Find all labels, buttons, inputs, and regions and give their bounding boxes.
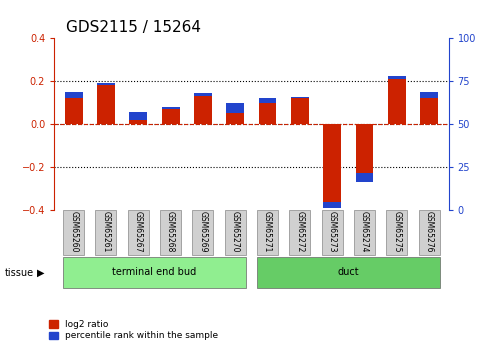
Text: GSM65260: GSM65260 xyxy=(69,211,78,253)
Text: ▶: ▶ xyxy=(37,268,44,277)
FancyBboxPatch shape xyxy=(192,210,213,255)
Text: GSM65276: GSM65276 xyxy=(425,211,434,253)
Text: GSM65268: GSM65268 xyxy=(166,211,175,253)
Text: GSM65273: GSM65273 xyxy=(328,211,337,253)
FancyBboxPatch shape xyxy=(63,210,84,255)
Bar xyxy=(355,124,374,183)
Text: GSM65269: GSM65269 xyxy=(199,211,208,253)
Bar xyxy=(388,76,406,79)
Bar xyxy=(259,98,277,103)
FancyBboxPatch shape xyxy=(387,210,407,255)
Text: tissue: tissue xyxy=(5,268,34,277)
FancyBboxPatch shape xyxy=(225,210,246,255)
FancyBboxPatch shape xyxy=(419,210,440,255)
Bar xyxy=(291,97,309,98)
Bar xyxy=(65,92,82,98)
Bar xyxy=(97,85,115,124)
FancyBboxPatch shape xyxy=(96,210,116,255)
Bar xyxy=(259,103,277,124)
Text: GSM65274: GSM65274 xyxy=(360,211,369,253)
Text: GSM65267: GSM65267 xyxy=(134,211,143,253)
Text: GSM65275: GSM65275 xyxy=(392,211,401,253)
Legend: log2 ratio, percentile rank within the sample: log2 ratio, percentile rank within the s… xyxy=(49,320,218,341)
Bar xyxy=(129,112,147,120)
FancyBboxPatch shape xyxy=(289,210,311,255)
FancyBboxPatch shape xyxy=(128,210,149,255)
FancyBboxPatch shape xyxy=(160,210,181,255)
Bar xyxy=(355,172,374,183)
FancyBboxPatch shape xyxy=(322,210,343,255)
Text: duct: duct xyxy=(338,267,359,277)
Bar xyxy=(162,107,179,109)
Bar xyxy=(129,120,147,124)
Bar xyxy=(421,92,438,124)
FancyBboxPatch shape xyxy=(354,210,375,255)
Bar xyxy=(162,109,179,124)
Bar xyxy=(194,96,212,124)
Bar xyxy=(65,92,82,124)
Bar xyxy=(194,93,212,96)
FancyBboxPatch shape xyxy=(63,257,246,288)
Bar xyxy=(388,79,406,124)
Bar xyxy=(421,92,438,98)
Bar xyxy=(226,114,244,124)
Text: GSM65261: GSM65261 xyxy=(102,211,110,253)
Text: GSM65271: GSM65271 xyxy=(263,211,272,253)
Bar xyxy=(97,83,115,85)
Bar xyxy=(323,124,341,208)
Text: GSM65272: GSM65272 xyxy=(295,211,304,253)
Text: GSM65270: GSM65270 xyxy=(231,211,240,253)
Bar xyxy=(323,202,341,208)
FancyBboxPatch shape xyxy=(257,257,440,288)
Text: terminal end bud: terminal end bud xyxy=(112,267,197,277)
FancyBboxPatch shape xyxy=(257,210,278,255)
Bar xyxy=(291,98,309,124)
Bar xyxy=(226,104,244,114)
Text: GDS2115 / 15264: GDS2115 / 15264 xyxy=(66,20,201,36)
